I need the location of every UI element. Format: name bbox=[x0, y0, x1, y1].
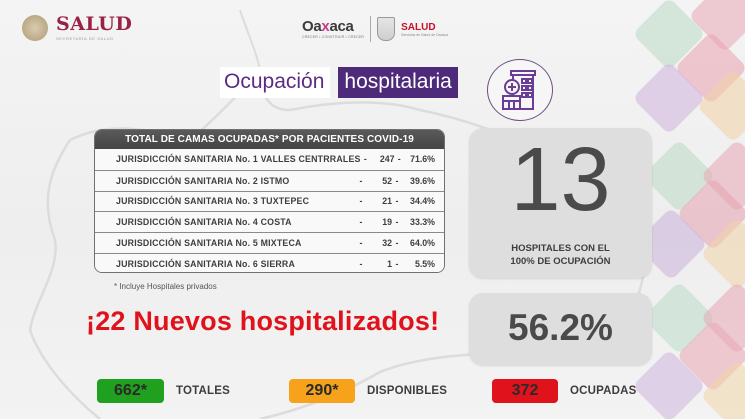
separator: - bbox=[359, 217, 363, 228]
caption-line-2: 100% DE OCUPACIÓN bbox=[510, 256, 611, 267]
separator: - bbox=[359, 258, 363, 269]
hospital-building-icon bbox=[487, 59, 553, 121]
separator: - bbox=[395, 238, 399, 249]
table-row-jurisdiccion-5: JURISDICCIÓN SANITARIA No. 5 MIXTECA - 3… bbox=[95, 232, 444, 253]
table-row-jurisdiccion-1: JURISDICCIÓN SANITARIA No. 1 VALLES CENT… bbox=[95, 149, 444, 170]
salud-logo: SALUD SECRETARÍA DE SALUD bbox=[22, 14, 132, 41]
separator: - bbox=[395, 196, 399, 207]
stat-totales: 662* TOTALES bbox=[97, 379, 230, 403]
jurisdiction-name: JURISDICCIÓN SANITARIA No. 4 COSTA bbox=[116, 217, 292, 228]
beds-occupied: 32 bbox=[382, 238, 392, 249]
totales-label: TOTALES bbox=[176, 385, 231, 397]
beds-occupied: 21 bbox=[382, 196, 392, 207]
occupancy-percent: 39.6% bbox=[410, 175, 435, 186]
salud-logo-subtitle: SECRETARÍA DE SALUD bbox=[56, 36, 114, 41]
private-hospitals-footnote: * Incluye Hospitales privados bbox=[114, 282, 217, 291]
separator: - bbox=[363, 154, 367, 165]
separator: - bbox=[395, 175, 399, 186]
beds-occupied: 19 bbox=[382, 217, 392, 228]
totales-badge: 662* bbox=[97, 379, 164, 403]
title-part-hospitalaria: hospitalaria bbox=[338, 67, 458, 98]
overall-occupancy-percent: 56.2% bbox=[508, 307, 613, 348]
jurisdiction-name: JURISDICCIÓN SANITARIA No. 1 VALLES CENT… bbox=[116, 154, 361, 165]
ocupadas-label: OCUPADAS bbox=[570, 385, 637, 397]
table-row-jurisdiccion-3: JURISDICCIÓN SANITARIA No. 3 TUXTEPEC - … bbox=[95, 190, 444, 212]
separator: - bbox=[395, 258, 399, 269]
table-row-jurisdiccion-6: JURISDICCIÓN SANITARIA No. 6 SIERRA - 1 … bbox=[95, 252, 444, 272]
occupancy-percent: 33.3% bbox=[410, 217, 435, 228]
occupancy-percent: 34.4% bbox=[410, 196, 435, 207]
full-occupancy-hospitals-caption: HOSPITALES CON EL 100% DE OCUPACIÓN bbox=[469, 242, 652, 268]
logo-divider bbox=[370, 16, 372, 42]
table-header: TOTAL DE CAMAS OCUPADAS* POR PACIENTES C… bbox=[95, 130, 444, 149]
table-row-jurisdiccion-2: JURISDICCIÓN SANITARIA No. 2 ISTMO - 52 … bbox=[95, 169, 444, 191]
beds-occupied: 247 bbox=[379, 154, 395, 165]
stat-ocupadas: 372 OCUPADAS bbox=[492, 379, 637, 403]
jurisdiction-name: JURISDICCIÓN SANITARIA No. 2 ISTMO bbox=[116, 175, 290, 186]
jurisdiction-name: JURISDICCIÓN SANITARIA No. 6 SIERRA bbox=[116, 258, 296, 269]
oaxaca-government-logos: Oaxaca CRECER • CONSTRUIR • CRECER SALUD… bbox=[302, 16, 448, 42]
salud-oaxaca-logo-text: SALUD bbox=[401, 21, 436, 33]
salud-logo-text: SALUD bbox=[56, 13, 133, 35]
national-seal-icon bbox=[22, 14, 48, 41]
full-occupancy-hospitals-card: 13 HOSPITALES CON EL 100% DE OCUPACIÓN bbox=[469, 128, 652, 278]
beds-occupied: 1 bbox=[387, 258, 392, 269]
occupancy-percent-card: 56.2% bbox=[469, 293, 652, 365]
separator: - bbox=[359, 238, 363, 249]
occupancy-percent: 64.0% bbox=[410, 238, 435, 249]
salud-oaxaca-logo-subtitle: Servicios de Salud de Oaxaca bbox=[401, 32, 448, 37]
title-part-ocupacion: Ocupación bbox=[220, 67, 331, 98]
table-row-jurisdiccion-4: JURISDICCIÓN SANITARIA No. 4 COSTA - 19 … bbox=[95, 211, 444, 233]
disponibles-badge: 290* bbox=[289, 379, 355, 403]
occupancy-percent: 71.6% bbox=[410, 154, 436, 165]
jurisdiction-name: JURISDICCIÓN SANITARIA No. 3 TUXTEPEC bbox=[116, 196, 310, 207]
separator: - bbox=[395, 217, 399, 228]
new-hospitalized-headline: ¡22 Nuevos hospitalizados! bbox=[86, 306, 440, 336]
disponibles-label: DISPONIBLES bbox=[367, 385, 448, 397]
caption-line-1: HOSPITALES CON EL bbox=[511, 243, 610, 254]
jurisdiction-name: JURISDICCIÓN SANITARIA No. 5 MIXTECA bbox=[116, 238, 302, 249]
stat-disponibles: 290* DISPONIBLES bbox=[289, 379, 447, 403]
page-title: Ocupación hospitalaria bbox=[220, 67, 458, 98]
full-occupancy-hospitals-count: 13 bbox=[510, 130, 611, 230]
table-body: JURISDICCIÓN SANITARIA No. 1 VALLES CENT… bbox=[95, 149, 444, 272]
ocupadas-badge: 372 bbox=[492, 379, 558, 403]
occupancy-percent: 5.5% bbox=[414, 258, 435, 269]
beds-occupied-table: TOTAL DE CAMAS OCUPADAS* POR PACIENTES C… bbox=[94, 129, 445, 273]
oaxaca-logo-text: Oaxaca bbox=[302, 18, 354, 35]
oaxaca-logo-tagline: CRECER • CONSTRUIR • CRECER bbox=[302, 35, 365, 39]
beds-occupied: 52 bbox=[382, 175, 392, 186]
oaxaca-shield-icon bbox=[377, 17, 396, 41]
separator: - bbox=[359, 196, 363, 207]
separator: - bbox=[359, 175, 363, 186]
separator: - bbox=[397, 154, 401, 165]
